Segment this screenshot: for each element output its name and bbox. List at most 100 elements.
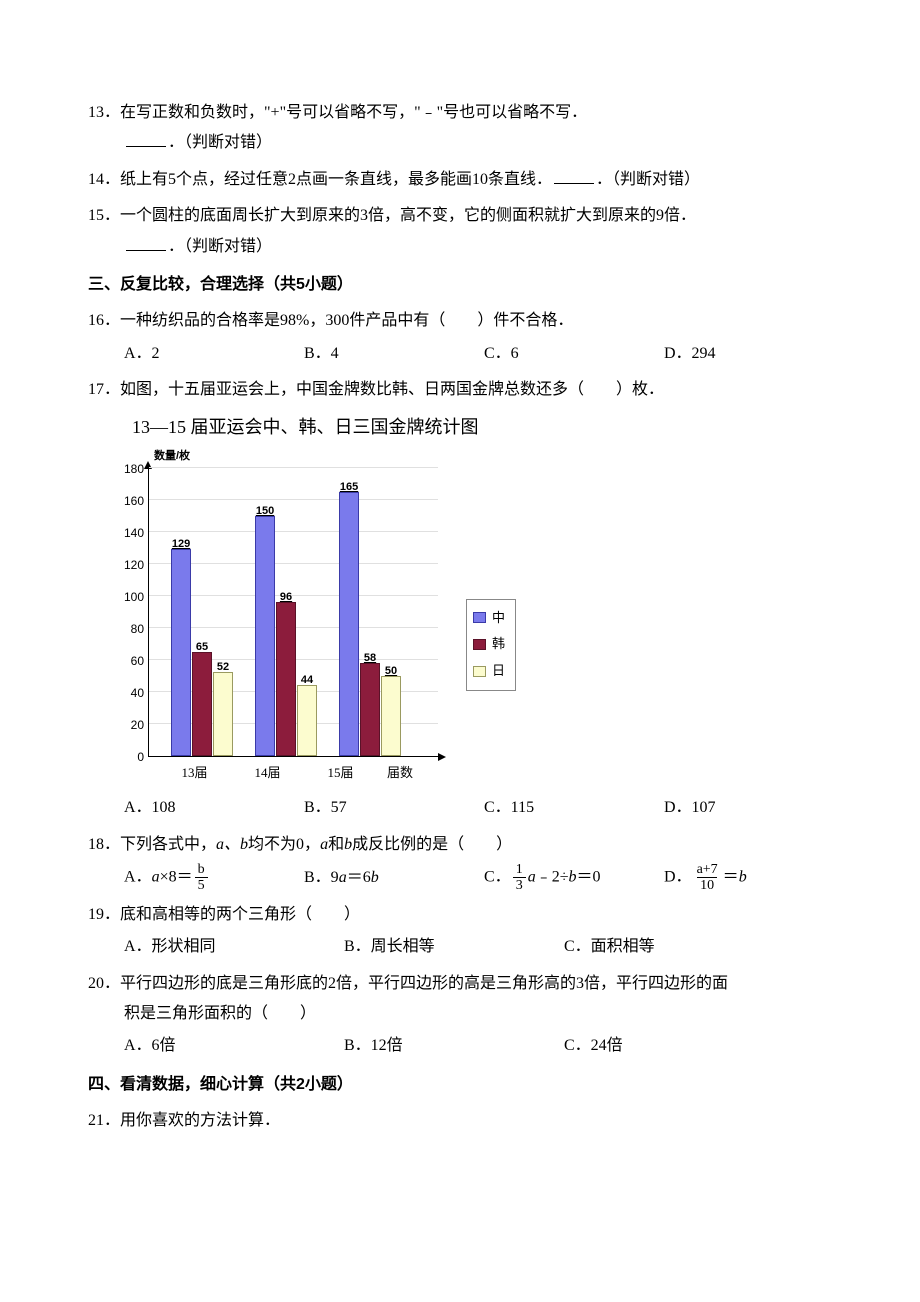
x-tick: 13届 <box>158 761 231 786</box>
bar-value-label: 129 <box>172 534 190 555</box>
q16-text: 一种纺织品的合格率是98%，300件产品中有（ ）件不合格． <box>120 312 573 329</box>
bar-kr: 96 <box>276 602 296 756</box>
question-17: 17．如图，十五届亚运会上，中国金牌数比韩、日两国金牌总数还多（ ）枚． 13—… <box>88 375 844 824</box>
q14-text-b: ．（判断对错） <box>596 171 700 188</box>
q17-num: 17． <box>88 381 120 398</box>
q19-opt-c[interactable]: C．面积相等 <box>564 932 784 962</box>
legend-label: 中 <box>492 606 505 631</box>
question-21: 21．用你喜欢的方法计算． <box>88 1106 844 1136</box>
q18c-pre: C． <box>484 869 511 886</box>
q18d-pre: D． <box>664 869 692 886</box>
bar-value-label: 150 <box>256 501 274 522</box>
q18a-num: b <box>195 862 208 877</box>
q18d-den: 10 <box>697 877 717 893</box>
q18-num: 18． <box>88 836 120 853</box>
q18-b2: b <box>344 836 352 853</box>
q18-tb: 均不为0， <box>248 836 320 853</box>
q18a-pre: A． <box>124 869 152 886</box>
section-4-heading: 四、看清数据，细心计算（共2小题） <box>88 1070 844 1100</box>
q19-options: A．形状相同 B．周长相等 C．面积相等 <box>88 932 844 962</box>
q18a-frac: b5 <box>195 862 208 894</box>
q15-text: 一个圆柱的底面周长扩大到原来的3倍，高不变，它的侧面积就扩大到原来的9倍． <box>120 207 696 224</box>
q17-opt-c[interactable]: C．115 <box>484 793 664 823</box>
q18a-mid: ×8＝ <box>160 869 193 886</box>
question-19: 19．底和高相等的两个三角形（ ） A．形状相同 B．周长相等 C．面积相等 <box>88 900 844 963</box>
q20-opt-c[interactable]: C．24倍 <box>564 1031 784 1061</box>
legend-item: 日 <box>473 659 505 684</box>
chart-title: 13—15 届亚运会中、韩、日三国金牌统计图 <box>124 410 844 444</box>
q21-num: 21． <box>88 1112 120 1129</box>
chart-legend: 中韩日 <box>466 599 516 691</box>
q19-num: 19． <box>88 906 120 923</box>
q16-opt-c[interactable]: C．6 <box>484 339 664 369</box>
q19-opt-b[interactable]: B．周长相等 <box>344 932 564 962</box>
q19-opt-a[interactable]: A．形状相同 <box>124 932 344 962</box>
x-tick: 14届 <box>231 761 304 786</box>
q19-text: 底和高相等的两个三角形（ ） <box>120 906 360 923</box>
q18a-var: a <box>152 869 160 886</box>
q18-opt-d[interactable]: D．a+710＝b <box>664 862 794 894</box>
q17-text: 如图，十五届亚运会上，中国金牌数比韩、日两国金牌总数还多（ ）枚． <box>120 381 664 398</box>
q18c-den: 3 <box>513 877 526 893</box>
q18b-pre: B．9 <box>304 869 339 886</box>
bar-jp: 50 <box>381 676 401 756</box>
q16-opt-d[interactable]: D．294 <box>664 339 844 369</box>
chart-x-axis: 13届14届15届届数 <box>124 761 844 786</box>
q17-opt-d[interactable]: D．107 <box>664 793 844 823</box>
legend-swatch <box>473 612 486 623</box>
x-tick: 15届 <box>304 761 377 786</box>
q13-num: 13． <box>88 104 120 121</box>
question-16: 16．一种纺织品的合格率是98%，300件产品中有（ ）件不合格． A．2 B．… <box>88 306 844 369</box>
question-14: 14．纸上有5个点，经过任意2点画一条直线，最多能画10条直线． ．（判断对错） <box>88 165 844 195</box>
q13-blank[interactable] <box>126 133 166 147</box>
bar-kr: 65 <box>192 652 212 756</box>
question-13: 13．在写正数和负数时，"+"号可以省略不写，"﹣"号也可以省略不写． ．（判断… <box>88 98 844 159</box>
grid-line <box>149 467 438 468</box>
q14-num: 14． <box>88 171 120 188</box>
q15-num: 15． <box>88 207 120 224</box>
bar-cn: 165 <box>339 492 359 756</box>
q16-num: 16． <box>88 312 120 329</box>
q18-opt-b[interactable]: B．9a＝6b <box>304 863 484 893</box>
q18d-mid: ＝ <box>723 869 739 886</box>
legend-item: 中 <box>473 606 505 631</box>
question-18: 18．下列各式中，a、b均不为0，a和b成反比例的是（ ） A．a×8＝b5 B… <box>88 830 844 894</box>
q18d-frac: a+710 <box>694 862 721 894</box>
chart-y-axis: 180160140120100806040200 <box>124 469 148 757</box>
bar-value-label: 44 <box>301 670 313 691</box>
x-axis-arrow-icon <box>438 753 446 761</box>
bar-value-label: 96 <box>280 587 292 608</box>
q18c-frac: 13 <box>513 862 526 894</box>
q18b-mid: ＝6 <box>347 869 371 886</box>
q17-options: A．108 B．57 C．115 D．107 <box>88 793 844 823</box>
q20-options: A．6倍 B．12倍 C．24倍 <box>88 1031 844 1061</box>
q16-opt-a[interactable]: A．2 <box>124 339 304 369</box>
q18-opt-a[interactable]: A．a×8＝b5 <box>124 862 304 894</box>
q17-opt-a[interactable]: A．108 <box>124 793 304 823</box>
q17-opt-b[interactable]: B．57 <box>304 793 484 823</box>
q18-options: A．a×8＝b5 B．9a＝6b C．13a﹣2÷b＝0 D．a+710＝b <box>88 862 844 894</box>
q20-opt-b[interactable]: B．12倍 <box>344 1031 564 1061</box>
q20-opt-a[interactable]: A．6倍 <box>124 1031 344 1061</box>
bar-jp: 44 <box>297 685 317 755</box>
q17-chart: 13—15 届亚运会中、韩、日三国金牌统计图 数量/枚 180160140120… <box>124 410 844 786</box>
q18c-end: ＝0 <box>576 869 600 886</box>
q18-a2: a <box>320 836 328 853</box>
q14-blank[interactable] <box>554 170 594 184</box>
q18-opt-c[interactable]: C．13a﹣2÷b＝0 <box>484 862 664 894</box>
bar-jp: 52 <box>213 672 233 755</box>
q20-num: 20． <box>88 975 120 992</box>
q18-ab1: a、b <box>216 836 248 853</box>
q20-ta: 平行四边形的底是三角形底的2倍，平行四边形的高是三角形高的3倍，平行四边形的面 <box>120 975 728 992</box>
q15-blank[interactable] <box>126 237 166 251</box>
bar-value-label: 58 <box>364 648 376 669</box>
chart-plot: 129655215096441655850 <box>148 469 438 757</box>
q16-opt-b[interactable]: B．4 <box>304 339 484 369</box>
q18c-mid: ﹣2÷ <box>536 869 569 886</box>
q18b-b: b <box>371 869 379 886</box>
q14-text-a: 纸上有5个点，经过任意2点画一条直线，最多能画10条直线． <box>120 171 552 188</box>
legend-label: 韩 <box>492 632 505 657</box>
q18-td: 成反比例的是（ ） <box>352 836 512 853</box>
section-3-heading: 三、反复比较，合理选择（共5小题） <box>88 270 844 300</box>
bar-value-label: 165 <box>340 477 358 498</box>
